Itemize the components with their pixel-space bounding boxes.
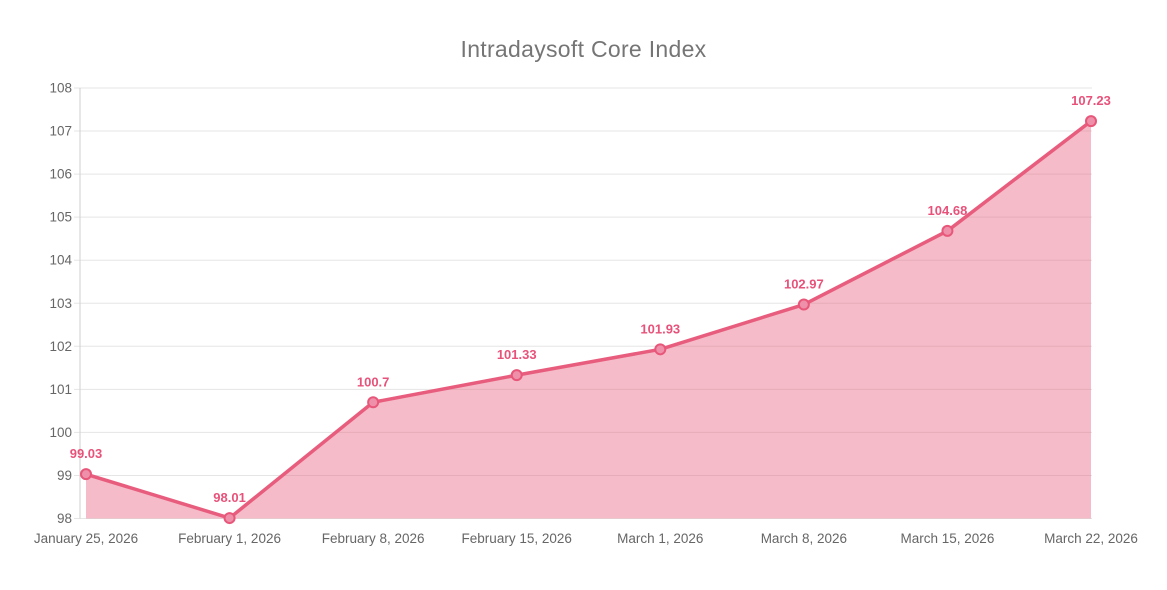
point-value-label: 98.01 [213,490,246,505]
x-axis-tick-label: March 15, 2026 [901,531,995,546]
y-axis-tick-label: 99 [57,468,72,483]
y-axis-tick-label: 105 [49,210,72,225]
x-axis-tick-label: March 22, 2026 [1044,531,1138,546]
y-axis-tick-label: 107 [49,124,72,139]
x-axis-tick-label: February 1, 2026 [178,531,281,546]
y-axis-tick-label: 98 [57,511,72,526]
data-point[interactable] [223,512,236,525]
point-value-label: 102.97 [784,277,824,292]
data-point[interactable] [797,298,810,311]
data-point[interactable] [941,224,954,237]
point-value-label: 104.68 [928,203,968,218]
y-axis-tick-label: 106 [49,167,72,182]
data-point[interactable] [1085,115,1097,128]
point-value-label: 99.03 [70,446,103,461]
y-axis-tick-label: 103 [49,296,72,311]
data-point[interactable] [80,468,92,481]
data-point[interactable] [367,396,380,409]
data-point[interactable] [654,343,667,356]
point-value-label: 101.93 [640,321,680,336]
point-value-label: 100.7 [357,374,390,389]
y-axis-tick-label: 100 [49,425,72,440]
y-axis-tick-label: 108 [49,81,72,96]
point-value-label: 101.33 [497,347,537,362]
x-axis-tick-label: March 8, 2026 [761,531,847,546]
y-axis-tick-label: 104 [49,253,72,268]
data-point[interactable] [510,369,523,382]
y-axis-tick-label: 102 [49,339,72,354]
x-axis-tick-label: January 25, 2026 [34,531,138,546]
y-axis-tick-label: 101 [49,382,72,397]
chart-title: Intradaysoft Core Index [460,36,707,62]
x-axis-tick-label: February 15, 2026 [462,531,572,546]
point-value-label: 107.23 [1071,93,1111,108]
line-series [84,119,1093,520]
x-axis-tick-label: February 8, 2026 [322,531,425,546]
x-axis-tick-label: March 1, 2026 [617,531,703,546]
area-fill [86,121,1091,519]
